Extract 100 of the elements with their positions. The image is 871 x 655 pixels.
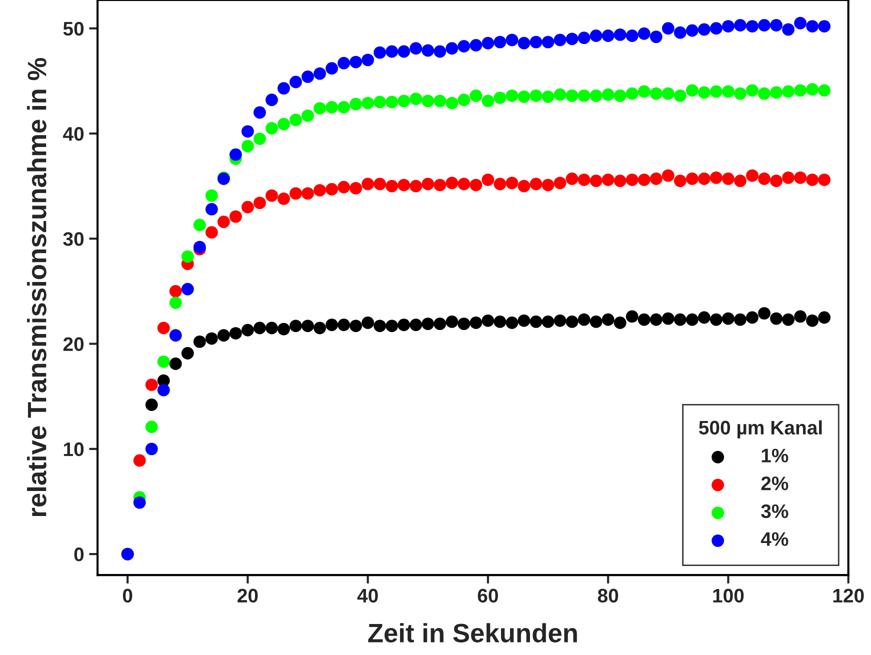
point: [314, 184, 326, 197]
point: [554, 176, 566, 190]
point: [650, 30, 662, 44]
point: [242, 200, 254, 214]
point: [254, 196, 266, 210]
point: [770, 174, 782, 188]
point: [506, 316, 518, 329]
point: [458, 318, 470, 330]
point: [494, 316, 506, 328]
point: [650, 172, 662, 185]
point: [602, 174, 614, 186]
point: [590, 316, 602, 328]
point: [169, 296, 182, 309]
x-tick-label: 0: [122, 588, 132, 603]
point: [638, 313, 650, 326]
point: [470, 89, 482, 102]
y-tick-label: 20: [63, 337, 84, 352]
x-tick-label: 60: [478, 588, 498, 603]
point: [554, 88, 566, 101]
point: [422, 94, 434, 108]
point: [205, 226, 218, 239]
x-tick-label: 80: [598, 588, 618, 603]
point: [169, 358, 182, 370]
point: [278, 192, 290, 205]
point: [362, 316, 374, 329]
legend-label: 2%: [761, 476, 788, 490]
point: [145, 378, 158, 392]
point: [710, 171, 722, 184]
point: [181, 250, 194, 263]
point: [578, 89, 590, 102]
point: [638, 174, 650, 186]
point: [133, 496, 146, 509]
point: [578, 32, 590, 44]
point: [734, 313, 746, 326]
point: [350, 182, 362, 194]
point: [806, 20, 819, 32]
point: [434, 94, 446, 108]
point: [338, 180, 350, 194]
point: [662, 312, 674, 325]
point: [458, 94, 470, 106]
point: [266, 94, 278, 106]
point: [638, 85, 650, 98]
point: [638, 27, 650, 40]
point: [386, 180, 398, 192]
point: [758, 87, 770, 100]
point: [266, 322, 278, 334]
point: [157, 355, 170, 368]
point: [338, 101, 350, 114]
point: [794, 84, 807, 97]
point: [482, 94, 494, 108]
point: [302, 187, 314, 200]
point: [482, 314, 494, 327]
point: [169, 285, 182, 298]
point: [458, 40, 470, 52]
point: [133, 454, 146, 467]
point: [254, 322, 266, 334]
point: [398, 45, 410, 58]
point: [398, 318, 410, 332]
point: [782, 85, 794, 98]
point: [578, 313, 590, 326]
point: [145, 442, 158, 456]
point: [181, 347, 194, 360]
point: [518, 36, 530, 50]
point: [242, 324, 254, 336]
point: [590, 174, 602, 188]
point: [518, 90, 530, 103]
point: [278, 322, 290, 336]
point: [794, 310, 807, 323]
point: [686, 172, 698, 185]
point: [193, 218, 206, 232]
point: [614, 316, 626, 329]
point: [290, 76, 302, 88]
point: [145, 420, 158, 434]
point: [566, 316, 578, 328]
point: [614, 28, 626, 41]
point: [362, 178, 374, 190]
point: [434, 178, 446, 192]
point: [530, 316, 542, 328]
point: [386, 45, 398, 58]
point: [434, 45, 446, 58]
point: [566, 89, 578, 102]
point: [314, 322, 326, 334]
legend-title: 500 µm Kanal: [698, 420, 822, 438]
point: [422, 178, 434, 190]
point: [446, 96, 458, 110]
point: [205, 189, 218, 202]
point: [350, 98, 362, 110]
point: [746, 84, 758, 97]
point: [290, 114, 302, 126]
point: [650, 87, 662, 100]
y-tick-label: 50: [63, 22, 84, 36]
point: [698, 172, 710, 185]
point: [818, 311, 831, 324]
point: [326, 183, 338, 196]
point: [602, 88, 614, 101]
point: [698, 86, 710, 99]
point: [566, 172, 578, 185]
point: [338, 56, 350, 70]
point: [818, 174, 831, 186]
point: [722, 85, 734, 98]
